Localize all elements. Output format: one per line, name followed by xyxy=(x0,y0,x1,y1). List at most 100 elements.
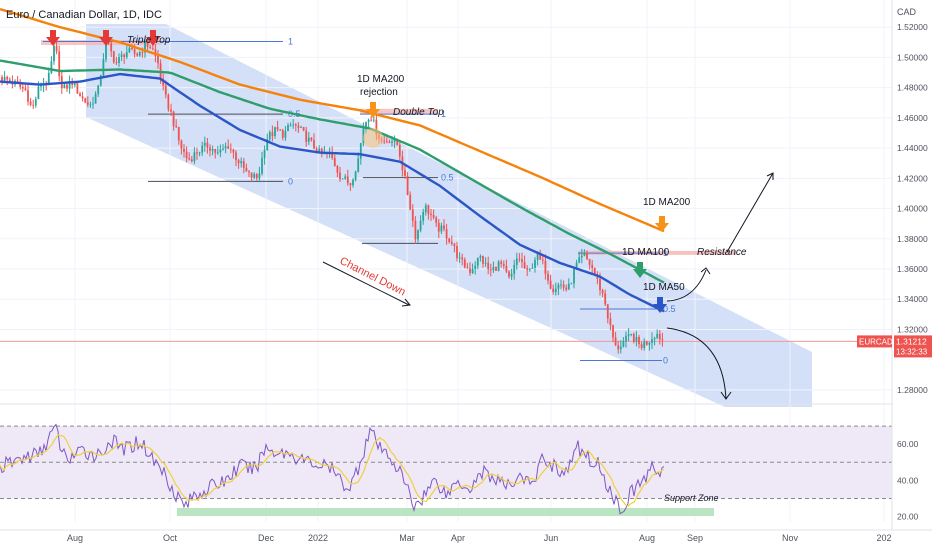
candle-body xyxy=(489,269,492,271)
projection-curve-up-head xyxy=(700,267,711,275)
candle-body xyxy=(469,268,471,274)
candle-body xyxy=(495,266,497,271)
ma50-arrow-shaft xyxy=(657,297,663,305)
candle-body xyxy=(198,152,201,154)
candle-body xyxy=(175,125,178,128)
candle-body xyxy=(229,148,232,150)
ma100-arrow xyxy=(633,262,647,278)
candle-body xyxy=(183,148,185,152)
candle-body xyxy=(292,124,295,126)
candle-body xyxy=(476,257,479,266)
candle-body xyxy=(549,280,552,289)
time-tick-Aug: Aug xyxy=(639,533,655,543)
ma100-arrow-shaft xyxy=(637,262,643,270)
candle-body xyxy=(8,79,11,82)
fib-label-0: 0 xyxy=(288,176,293,186)
triple-top-arrow-2-shaft xyxy=(103,30,109,38)
candle-body xyxy=(253,174,256,178)
rsi-tick-40.00: 40.00 xyxy=(897,475,919,485)
candle-body xyxy=(515,258,518,265)
candle-body xyxy=(97,85,100,94)
candle-body xyxy=(552,288,555,293)
ma50-arrow xyxy=(653,297,667,313)
candle-body xyxy=(414,220,417,240)
candle-body xyxy=(396,138,399,145)
candle-body xyxy=(635,336,638,342)
candle-body xyxy=(250,172,253,178)
candle-body xyxy=(484,262,487,264)
triple-top-zone xyxy=(41,40,161,46)
candle-body xyxy=(214,148,217,153)
candle-body xyxy=(185,151,188,159)
candle-body xyxy=(443,225,445,230)
candle-body xyxy=(73,82,76,86)
candle-body xyxy=(658,333,661,340)
projection-line-up-head xyxy=(766,172,774,180)
candle-body xyxy=(193,152,196,162)
candle-body xyxy=(513,264,516,274)
candle-body xyxy=(94,93,97,104)
candle-body xyxy=(645,341,648,345)
candle-body xyxy=(539,253,542,260)
candle-body xyxy=(638,336,640,345)
candle-body xyxy=(341,178,344,180)
candle-body xyxy=(588,259,591,265)
price-tick-1.28000: 1.28000 xyxy=(897,385,928,395)
candle-body xyxy=(284,131,287,138)
candle-body xyxy=(440,225,443,232)
candle-body xyxy=(206,142,209,148)
candle-body xyxy=(279,129,282,131)
candle-body xyxy=(604,293,607,305)
candle-body xyxy=(123,54,126,58)
candle-body xyxy=(248,171,250,173)
candle-body xyxy=(534,259,536,268)
fib-label-1b: 1 xyxy=(441,109,446,119)
price-tick-1.52000: 1.52000 xyxy=(897,22,928,32)
candle-body xyxy=(99,75,102,86)
candle-body xyxy=(497,261,500,271)
projection-line-up xyxy=(726,172,774,253)
projection-curve-down xyxy=(666,327,727,399)
candle-body xyxy=(630,333,633,335)
candle-body xyxy=(276,127,279,130)
channel-down-band xyxy=(86,24,812,407)
candle-body xyxy=(599,278,601,291)
candle-body xyxy=(66,84,68,89)
candle-body xyxy=(305,130,308,142)
candle-body xyxy=(601,290,604,294)
candle-body xyxy=(289,125,292,126)
candle-body xyxy=(502,263,505,266)
candle-body xyxy=(125,52,128,58)
candle-body xyxy=(294,124,297,126)
candle-body xyxy=(375,119,378,135)
candle-body xyxy=(573,269,575,284)
triple-top-arrow-3 xyxy=(146,30,160,46)
candle-body xyxy=(151,48,154,50)
candle-body xyxy=(430,213,432,216)
price-flag-value: 1.31212 xyxy=(896,336,927,346)
ma200-arrow-shaft xyxy=(659,216,665,224)
candle-body xyxy=(141,52,144,53)
candle-body xyxy=(216,152,219,154)
ma50-arrow-head xyxy=(653,304,667,313)
candle-body xyxy=(518,258,521,260)
candle-body xyxy=(500,261,503,264)
candle-body xyxy=(388,141,391,143)
candle-body xyxy=(177,127,180,141)
candle-body xyxy=(461,257,464,260)
candle-body xyxy=(625,335,627,342)
candle-body xyxy=(643,341,646,349)
candle-body xyxy=(266,139,269,151)
candle-body xyxy=(419,220,422,231)
support-zone-label: Support Zone xyxy=(664,493,719,503)
candle-body xyxy=(50,61,53,73)
candle-body xyxy=(352,179,354,186)
fib-label-halfb: 0.5 xyxy=(441,173,454,183)
candle-body xyxy=(575,262,578,270)
candle-body xyxy=(138,52,141,56)
candle-body xyxy=(144,41,146,53)
candle-body xyxy=(586,252,588,260)
candle-body xyxy=(367,119,370,122)
candle-body xyxy=(63,84,66,89)
